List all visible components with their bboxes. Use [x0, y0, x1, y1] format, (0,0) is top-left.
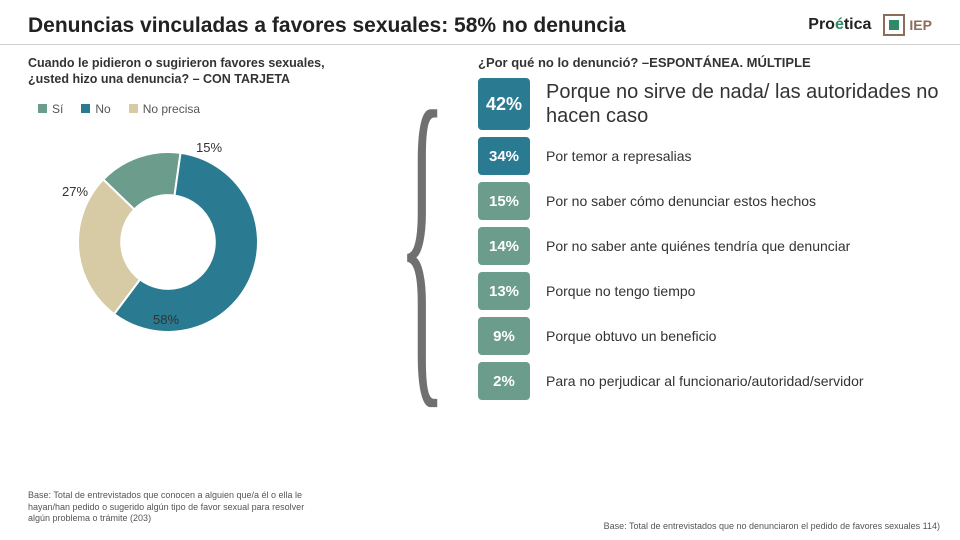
right-panel: ¿Por qué no lo denunció? –ESPONTÁNEA. MÚ…	[418, 55, 944, 400]
reason-row: 34% Por temor a represalias	[478, 137, 944, 175]
footnote-right: Base: Total de entrevistados que no denu…	[520, 521, 940, 532]
legend-item: Sí	[38, 102, 63, 116]
logo-text: tica	[844, 16, 872, 33]
logo-iep-text: IEP	[909, 18, 932, 32]
reason-pct: 42%	[478, 78, 530, 130]
reason-text: Porque no sirve de nada/ las autoridades…	[546, 80, 944, 128]
reason-text: Por no saber cómo denunciar estos hechos	[546, 193, 816, 210]
left-panel: Cuando le pidieron o sugirieron favores …	[28, 55, 408, 400]
donut-chart: 15% 58% 27%	[48, 122, 288, 362]
donut-slice-label: 27%	[62, 184, 88, 199]
logo-proetica: Proética	[808, 16, 871, 34]
main-content: Cuando le pidieron o sugirieron favores …	[0, 45, 960, 400]
logo-text-accent: é	[835, 16, 844, 33]
reasons-list: 42% Porque no sirve de nada/ las autorida…	[478, 78, 944, 400]
logo-iep: IEP	[883, 14, 932, 36]
reason-row: 14% Por no saber ante quiénes tendría que…	[478, 227, 944, 265]
reason-pct: 34%	[478, 137, 530, 175]
header: Denuncias vinculadas a favores sexuales:…	[0, 0, 960, 45]
reason-row: 13% Porque no tengo tiempo	[478, 272, 944, 310]
reason-text: Porque no tengo tiempo	[546, 283, 695, 300]
donut-slice-label: 15%	[196, 140, 222, 155]
logo-text: Pro	[808, 16, 835, 33]
reason-text: Porque obtuvo un beneficio	[546, 328, 716, 345]
reason-row: 2% Para no perjudicar al funcionario/auto…	[478, 362, 944, 400]
footnote-left: Base: Total de entrevistados que conocen…	[28, 490, 328, 524]
reason-text: Para no perjudicar al funcionario/autori…	[546, 373, 864, 390]
reason-pct: 14%	[478, 227, 530, 265]
reason-pct: 2%	[478, 362, 530, 400]
reason-row: 42% Porque no sirve de nada/ las autorida…	[478, 78, 944, 130]
donut-slice-label: 58%	[153, 312, 179, 327]
page-title: Denuncias vinculadas a favores sexuales:…	[28, 14, 626, 38]
reason-row: 15% Por no saber cómo denunciar estos hec…	[478, 182, 944, 220]
reason-pct: 15%	[478, 182, 530, 220]
reason-pct: 9%	[478, 317, 530, 355]
reason-row: 9% Porque obtuvo un beneficio	[478, 317, 944, 355]
donut-legend: Sí No No precisa	[38, 102, 408, 116]
question-2: ¿Por qué no lo denunció? –ESPONTÁNEA. MÚ…	[478, 55, 944, 70]
logos: Proética IEP	[808, 14, 932, 36]
reason-text: Por no saber ante quiénes tendría que de…	[546, 238, 850, 255]
reason-pct: 13%	[478, 272, 530, 310]
reason-text: Por temor a represalias	[546, 148, 692, 165]
legend-item: No	[81, 102, 110, 116]
legend-item: No precisa	[129, 102, 200, 116]
question-1: Cuando le pidieron o sugirieron favores …	[28, 55, 328, 88]
brace-icon: {	[398, 72, 446, 403]
logo-iep-icon	[883, 14, 905, 36]
